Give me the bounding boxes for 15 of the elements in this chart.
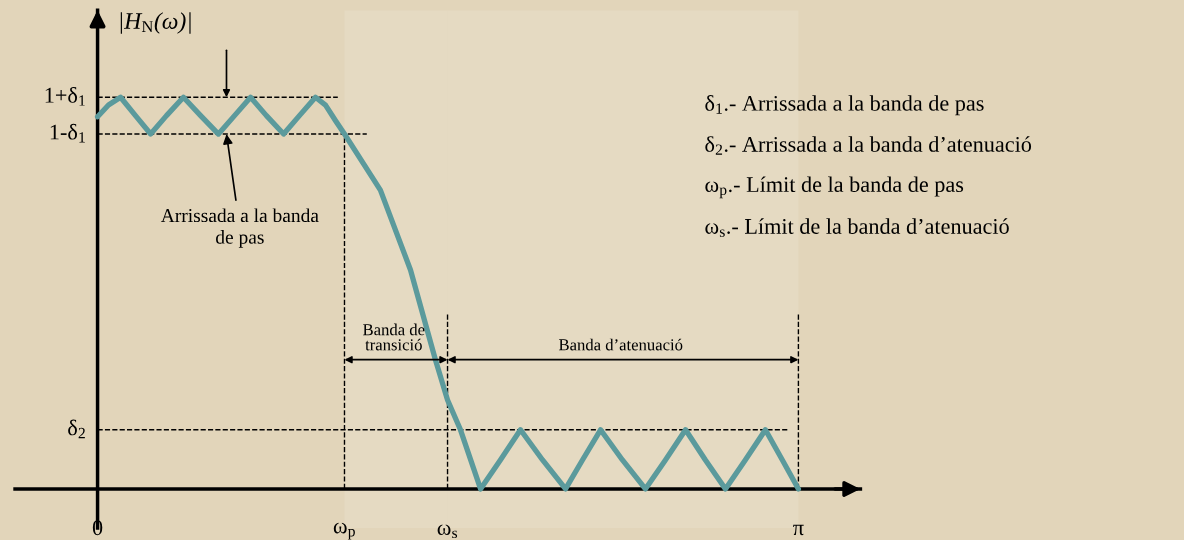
annotation: δ$_{1}$.- Arrissada a la banda de pas	[705, 95, 984, 116]
annotation: ω$_{s}$.- Límit de la banda d’atenuació	[705, 218, 1009, 237]
band-label: Banda de transició	[363, 323, 425, 351]
y-axis-title: |H$_{N}$(ω)|	[120, 12, 191, 34]
x-tick-label: 0	[92, 520, 103, 536]
x-tick-label: π	[793, 524, 804, 536]
ref-line-label: 1-δ$_{1}$	[50, 123, 85, 143]
x-tick-label: ω$_{p}$	[333, 522, 355, 540]
ref-line-label: 1+δ$_{1}$	[45, 87, 85, 106]
annotation: δ$_{2}$.- Arrissada a la banda d’atenuació	[705, 136, 1032, 155]
x-tick-label: ω$_{s}$	[437, 524, 458, 539]
annotation: ω$_{p}$.- Límit de la banda de pas	[705, 176, 964, 199]
annotation: Arrissada a la banda de pas	[160, 208, 319, 248]
ref-line-label: δ$_{2}$	[68, 419, 85, 439]
band-label: Banda d’atenuació	[558, 338, 683, 351]
